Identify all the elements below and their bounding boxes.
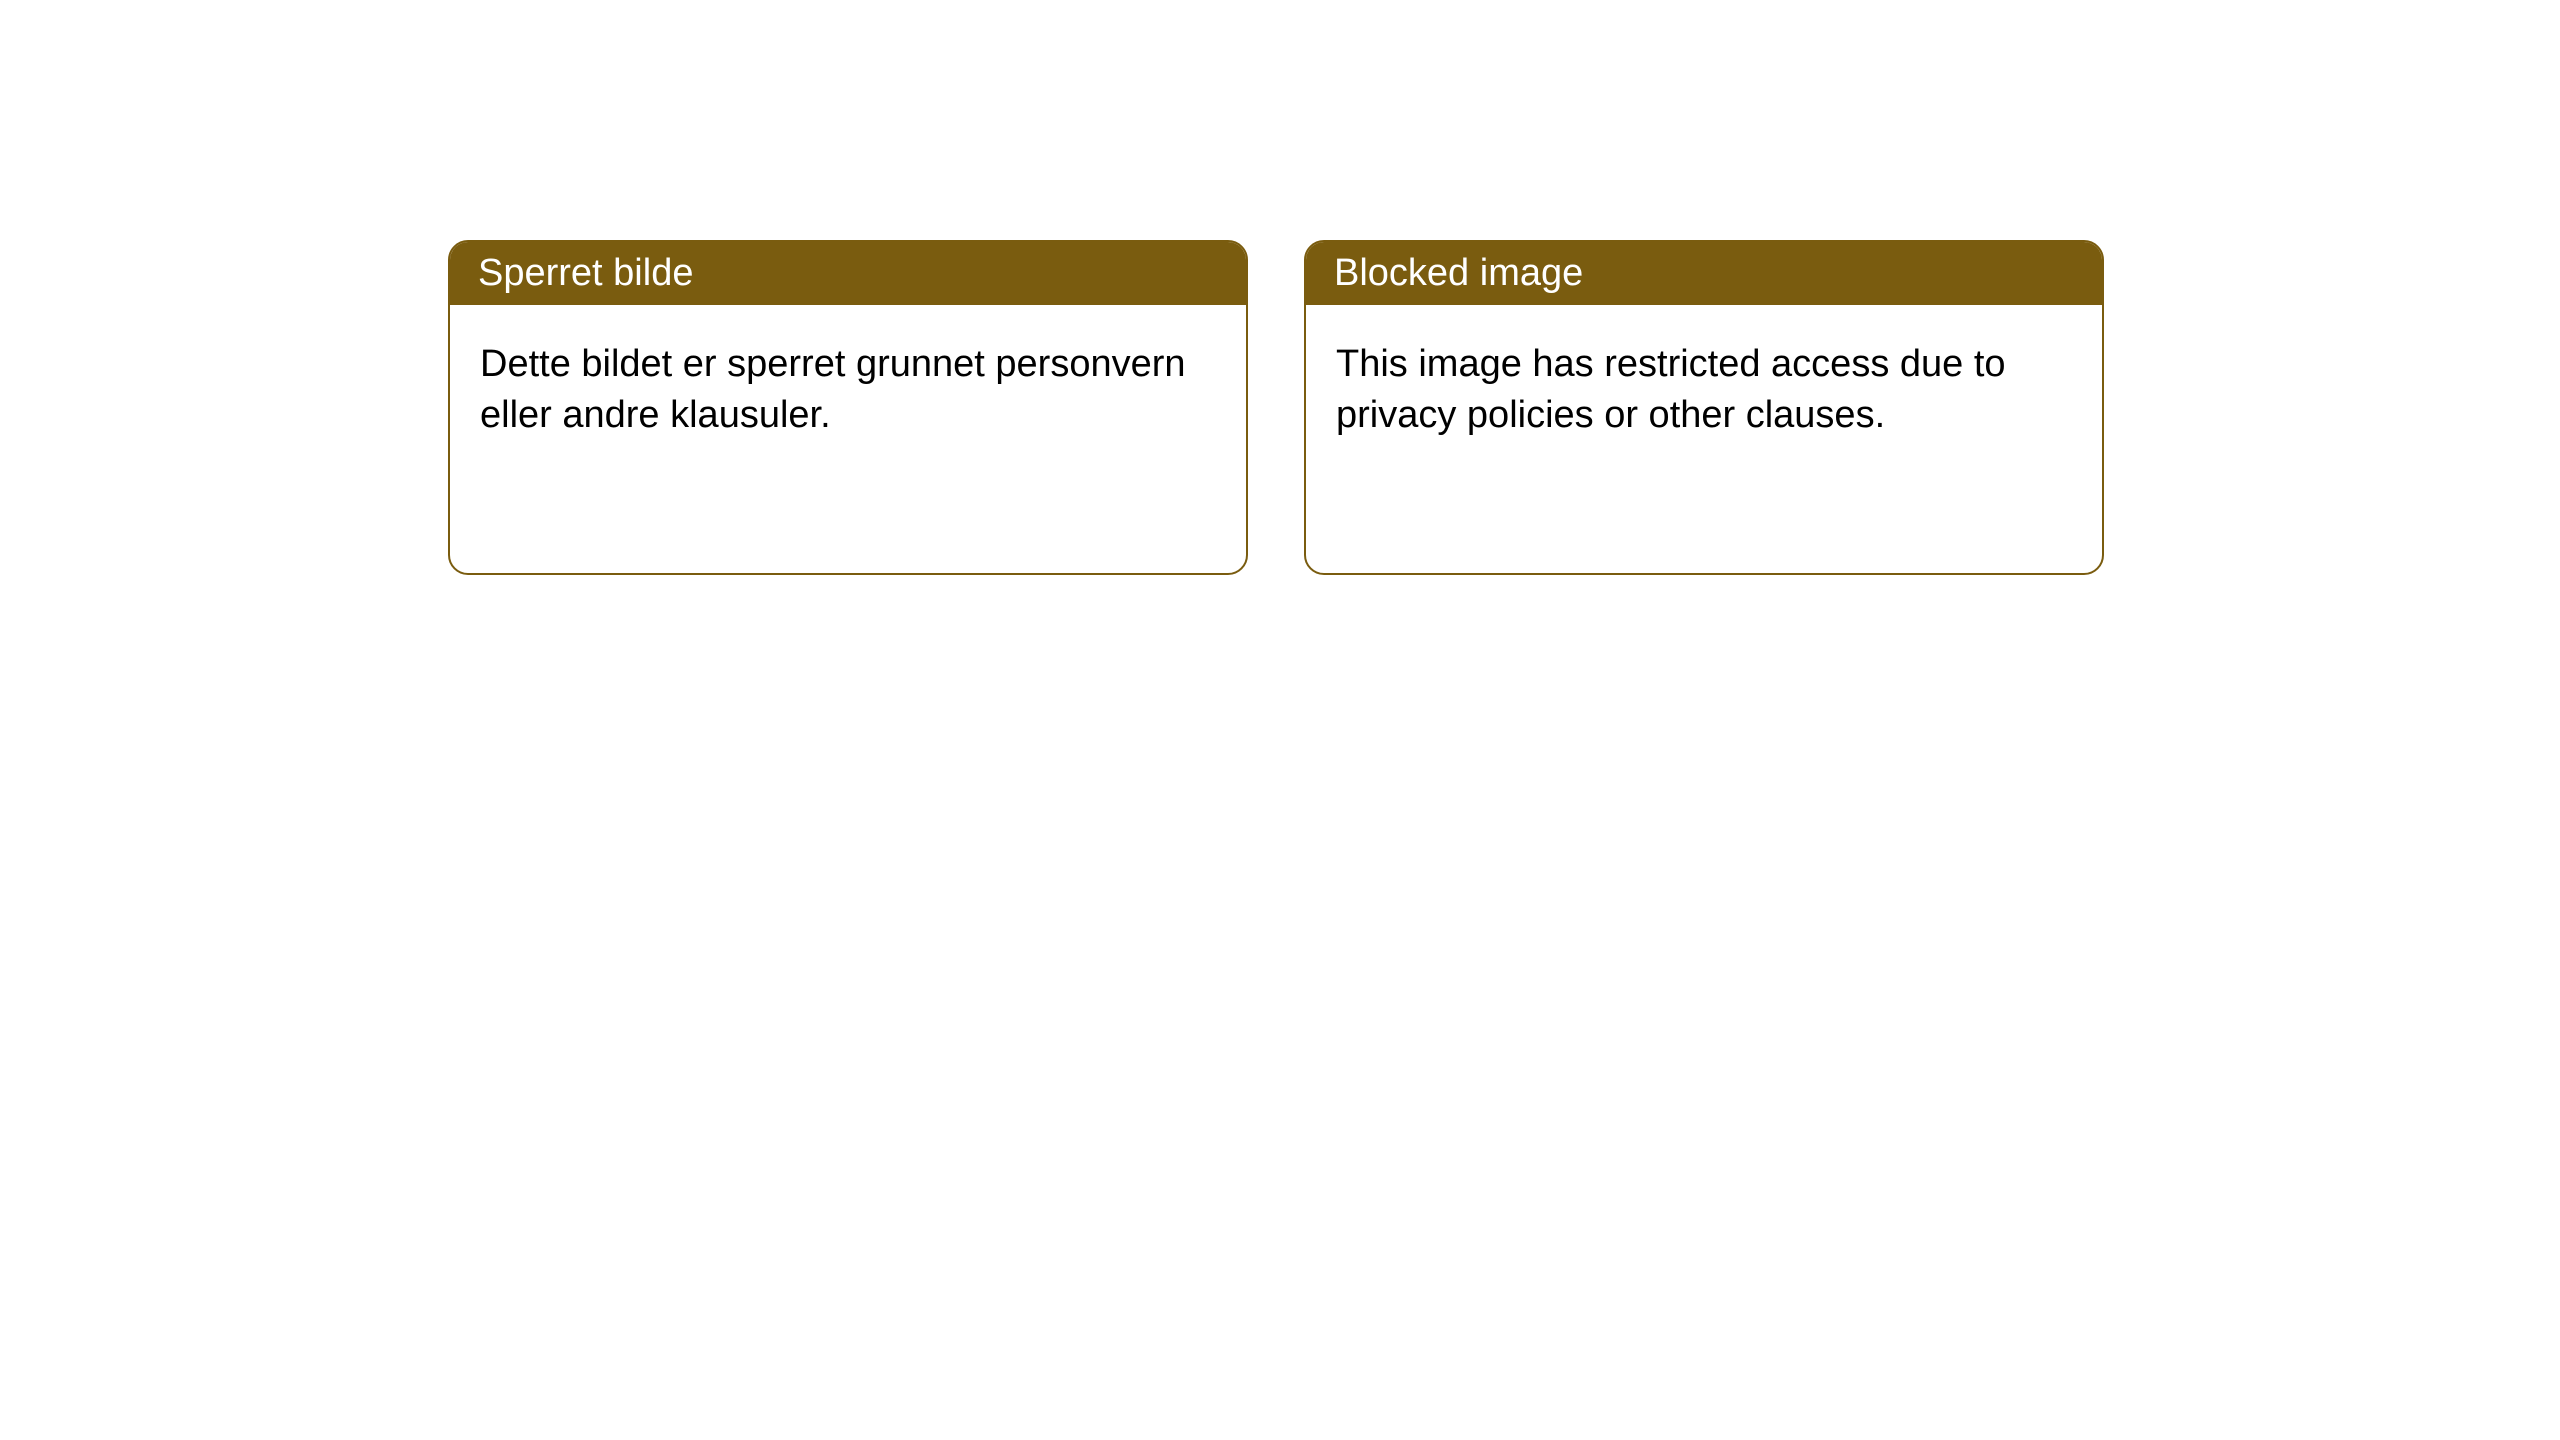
card-title: Blocked image — [1334, 252, 1583, 294]
card-body: This image has restricted access due to … — [1306, 305, 2102, 476]
card-header: Sperret bilde — [450, 242, 1246, 305]
card-body-text: Dette bildet er sperret grunnet personve… — [480, 343, 1186, 436]
notice-card-norwegian: Sperret bilde Dette bildet er sperret gr… — [448, 240, 1248, 575]
card-body-text: This image has restricted access due to … — [1336, 343, 2006, 436]
card-header: Blocked image — [1306, 242, 2102, 305]
notice-container: Sperret bilde Dette bildet er sperret gr… — [0, 0, 2560, 575]
notice-card-english: Blocked image This image has restricted … — [1304, 240, 2104, 575]
card-title: Sperret bilde — [478, 252, 693, 294]
card-body: Dette bildet er sperret grunnet personve… — [450, 305, 1246, 476]
